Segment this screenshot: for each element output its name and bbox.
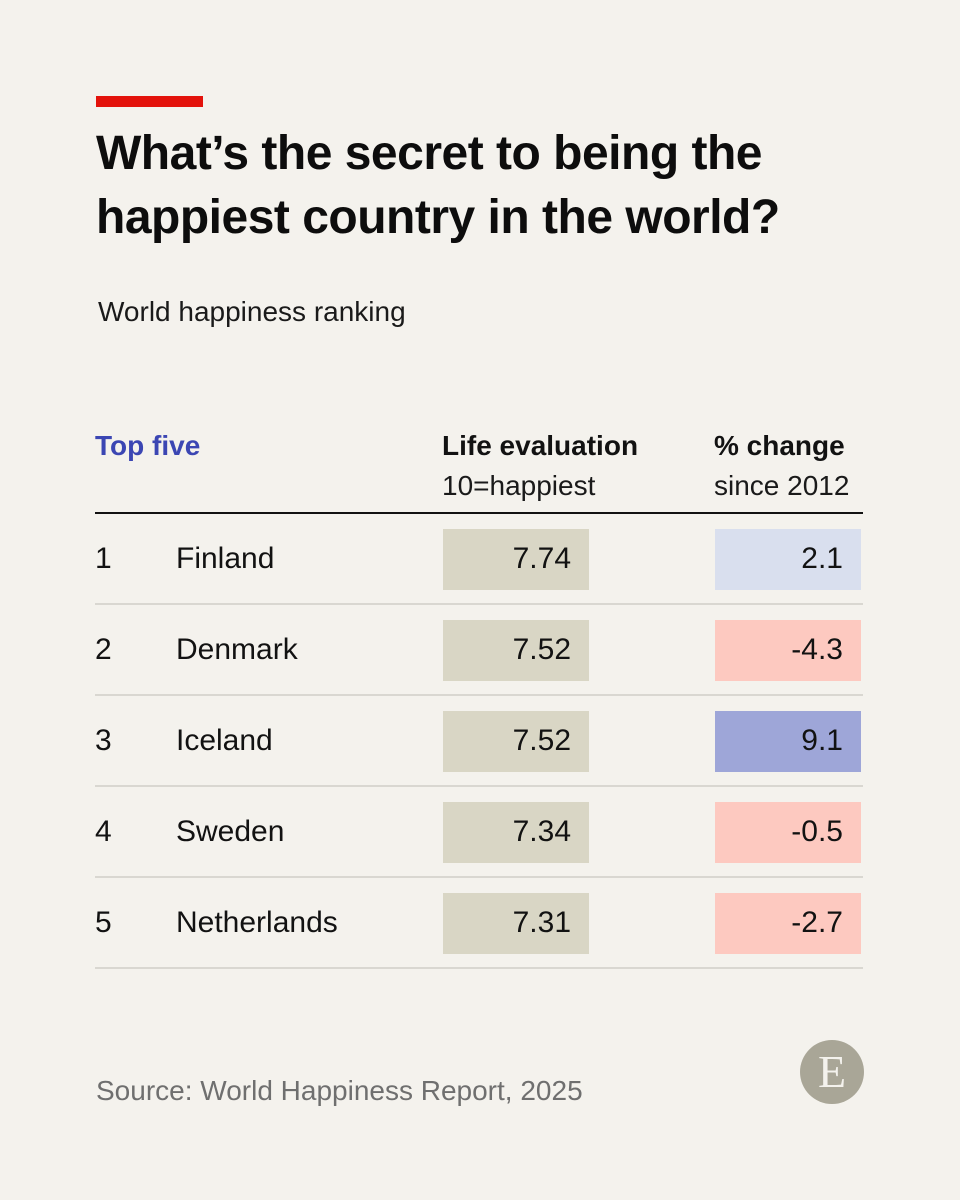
change-value: -0.5	[791, 815, 843, 848]
country-name: Sweden	[176, 815, 285, 848]
column-subheader-percent-change: since 2012	[714, 470, 850, 501]
table-row: 3 Iceland 7.52 9.1	[95, 696, 863, 787]
row-divider	[95, 785, 863, 787]
header-rule	[95, 512, 863, 514]
rank-number: 2	[95, 633, 112, 666]
table-row: 5 Netherlands 7.31 -2.7	[95, 878, 863, 969]
life-evaluation-value: 7.31	[512, 906, 571, 939]
column-header-percent-change: % change	[714, 430, 845, 461]
change-cell: -2.7	[715, 893, 861, 954]
change-cell: -0.5	[715, 802, 861, 863]
table-row: 2 Denmark 7.52 -4.3	[95, 605, 863, 696]
country-name: Finland	[176, 542, 275, 575]
change-value: 2.1	[801, 542, 843, 575]
change-cell: -4.3	[715, 620, 861, 681]
row-divider	[95, 603, 863, 605]
country-name: Denmark	[176, 633, 298, 666]
accent-bar	[96, 96, 203, 107]
change-cell: 9.1	[715, 711, 861, 772]
table-row: 1 Finland 7.74 2.1	[95, 514, 863, 605]
row-divider	[95, 694, 863, 696]
economist-logo-icon: E	[800, 1040, 864, 1104]
life-evaluation-value: 7.34	[512, 815, 571, 848]
rank-number: 3	[95, 724, 112, 757]
table-row: 4 Sweden 7.34 -0.5	[95, 787, 863, 878]
life-evaluation-cell: 7.31	[443, 893, 589, 954]
rank-number: 1	[95, 542, 112, 575]
chart-subtitle: World happiness ranking	[98, 296, 406, 327]
life-evaluation-cell: 7.52	[443, 711, 589, 772]
row-divider	[95, 876, 863, 878]
column-header-top-five: Top five	[95, 430, 201, 461]
life-evaluation-cell: 7.34	[443, 802, 589, 863]
source-note: Source: World Happiness Report, 2025	[96, 1075, 583, 1106]
country-name: Iceland	[176, 724, 273, 757]
column-header-life-evaluation: Life evaluation	[442, 430, 639, 461]
change-value: -4.3	[791, 633, 843, 666]
life-evaluation-cell: 7.74	[443, 529, 589, 590]
life-evaluation-value: 7.52	[512, 633, 571, 666]
rank-number: 4	[95, 815, 112, 848]
life-evaluation-value: 7.74	[512, 542, 571, 575]
rank-number: 5	[95, 906, 112, 939]
change-value: -2.7	[791, 906, 843, 939]
change-value: 9.1	[801, 724, 843, 757]
change-cell: 2.1	[715, 529, 861, 590]
life-evaluation-cell: 7.52	[443, 620, 589, 681]
column-subheader-life-evaluation: 10=happiest	[442, 470, 596, 501]
row-divider	[95, 967, 863, 969]
life-evaluation-value: 7.52	[512, 724, 571, 757]
chart-title: What’s the secret to being the happiest …	[96, 127, 780, 244]
country-name: Netherlands	[176, 906, 338, 939]
